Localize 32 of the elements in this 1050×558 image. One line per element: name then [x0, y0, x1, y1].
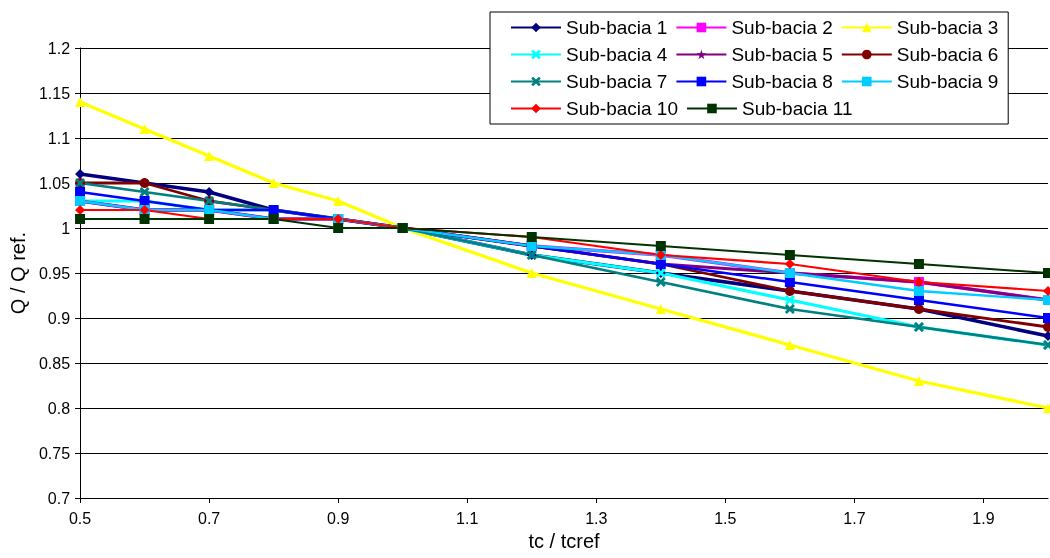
legend-label: Sub-bacia 10 [566, 98, 678, 119]
y-tick-label: 0.7 [47, 489, 71, 507]
y-tick-label: 1.1 [47, 129, 71, 147]
x-tick-label: 1.3 [585, 509, 608, 527]
y-tick-label: 0.9 [47, 309, 71, 327]
y-tick-label: 1.2 [47, 39, 71, 57]
x-tick-label: 1.1 [456, 509, 479, 527]
x-tick-label: 0.5 [68, 509, 92, 527]
legend-label: Sub-bacia 6 [896, 44, 999, 65]
legend-label: Sub-bacia 3 [896, 17, 999, 38]
legend-label: Sub-bacia 11 [741, 98, 853, 119]
x-tick-label: 0.7 [197, 509, 221, 527]
x-tick-label: 1.7 [843, 509, 866, 527]
y-tick-label: 0.95 [38, 264, 71, 282]
x-tick-label: 0.9 [327, 509, 350, 527]
y-tick-label: 1.05 [38, 174, 71, 192]
y-axis-title: Q / Q ref. [7, 231, 29, 315]
x-axis-title: tc / tcref [528, 529, 601, 552]
legend-label: Sub-bacia 4 [566, 44, 668, 65]
legend-label: Sub-bacia 7 [566, 71, 668, 92]
x-tick-label: 1.5 [714, 509, 737, 527]
y-tick-label: 0.85 [38, 354, 71, 372]
y-tick-label: 1.15 [38, 84, 71, 102]
x-tick-label: 1.9 [972, 509, 995, 527]
legend-label: Sub-bacia 5 [731, 44, 833, 65]
legend-label: Sub-bacia 2 [731, 17, 833, 38]
y-tick-label: 0.75 [38, 444, 71, 462]
legend-label: Sub-bacia 1 [566, 17, 668, 38]
legend-label: Sub-bacia 9 [896, 71, 999, 92]
y-tick-label: 1 [61, 219, 71, 237]
y-tick-label: 0.8 [47, 399, 71, 417]
legend-label: Sub-bacia 8 [731, 71, 833, 92]
